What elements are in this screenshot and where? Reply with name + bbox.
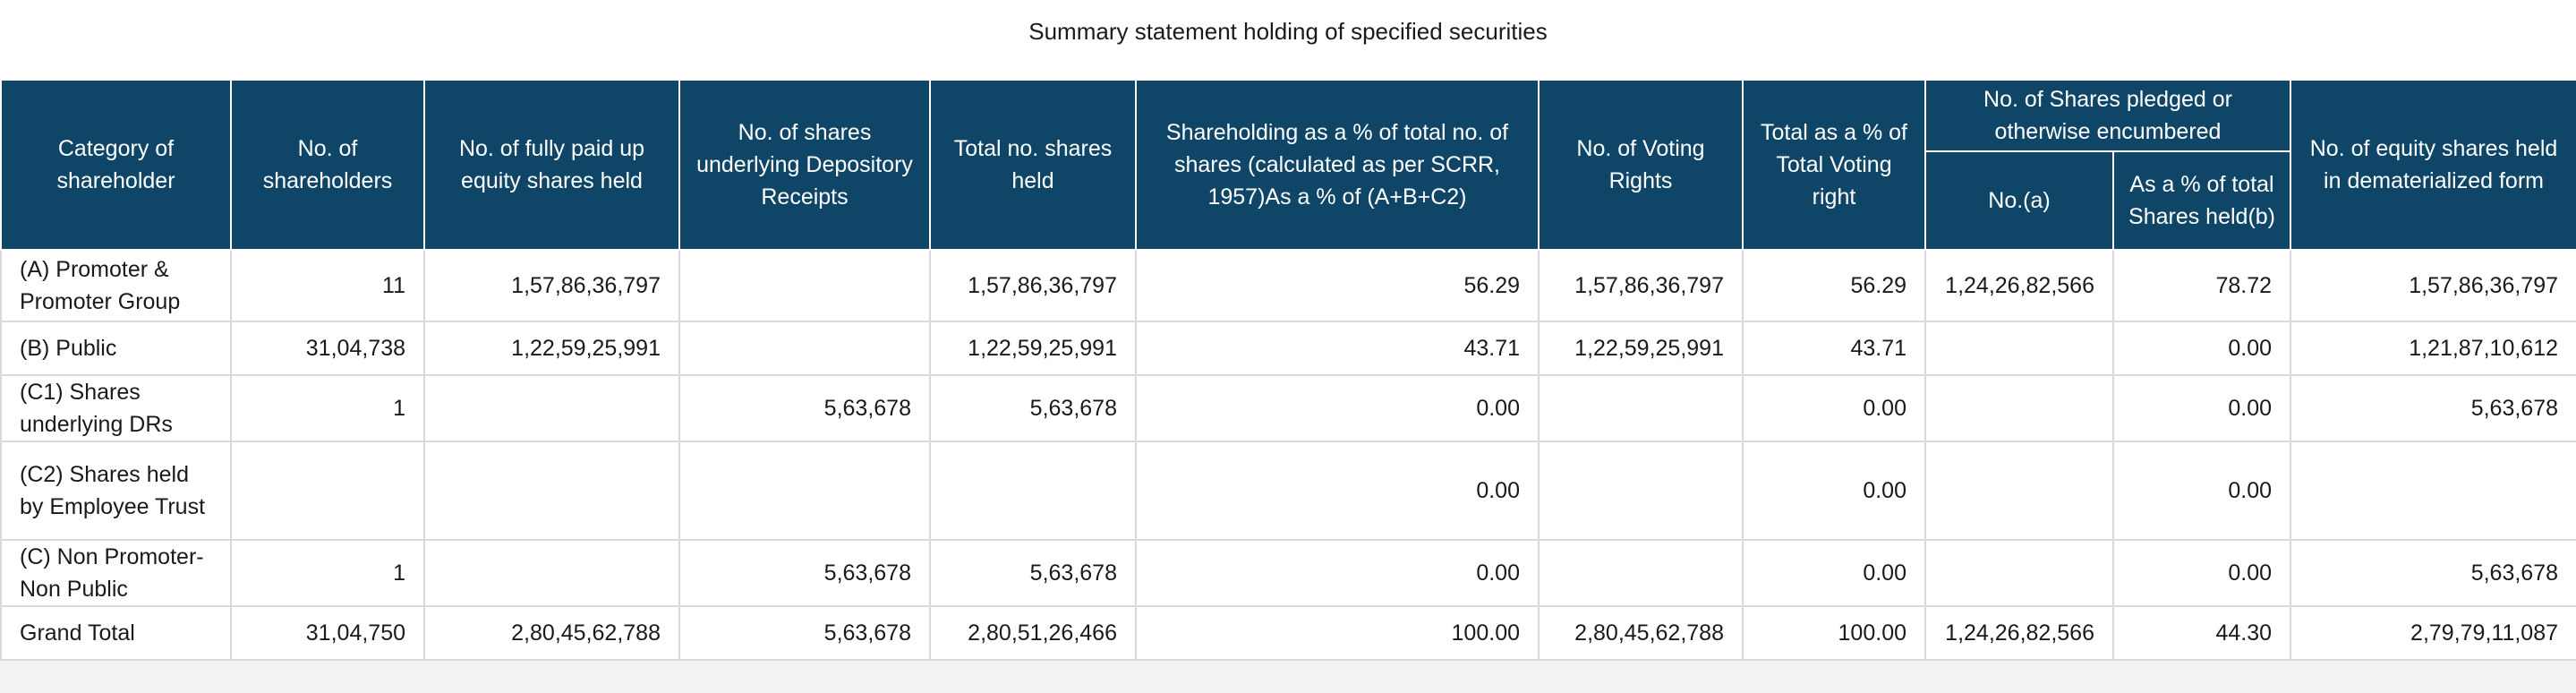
header-category: Category of shareholder [0,79,232,251]
shareholding-table: Category of shareholder No. of sharehold… [0,79,2576,661]
header-voting-rights: No. of Voting Rights [1538,79,1744,251]
cell-fully-paid: 1,57,86,36,797 [423,249,680,322]
table-row: (C) Non Promoter-Non Public 1 5,63,678 5… [0,539,2576,607]
table-header: Category of shareholder No. of sharehold… [0,79,2576,251]
cell-voting-rights: 2,80,45,62,788 [1538,605,1744,661]
cell-depository [678,321,931,376]
cell-pledged-no [1924,321,2114,376]
cell-demat: 5,63,678 [2290,539,2576,607]
cell-pledged-pct: 0.00 [2111,441,2292,541]
cell-num-shareholders: 1 [230,374,425,442]
cell-category: (C2) Shares held by Employee Trust [0,441,232,541]
header-depository: No. of shares underlying Depository Rece… [678,79,931,251]
cell-shareholding-pct: 43.71 [1135,321,1540,376]
cell-category: Grand Total [0,605,232,661]
cell-pledged-no: 1,24,26,82,566 [1924,249,2114,322]
cell-pledged-pct: 44.30 [2111,605,2292,661]
cell-fully-paid [423,441,680,541]
header-pledged-no: No.(a) [1924,150,2114,251]
table-row: (B) Public 31,04,738 1,22,59,25,991 1,22… [0,321,2576,376]
header-pledged-group: No. of Shares pledged or otherwise encum… [1923,79,2292,152]
cell-pledged-pct: 0.00 [2111,539,2292,607]
cell-total-shares: 1,22,59,25,991 [929,321,1137,376]
cell-shareholding-pct: 0.00 [1135,441,1540,541]
cell-depository [678,249,931,322]
cell-voting-rights [1538,539,1744,607]
header-total-shares: Total no. shares held [929,79,1137,251]
table-row: (C1) Shares underlying DRs 1 5,63,678 5,… [0,374,2576,442]
header-num-shareholders: No. of shareholders [230,79,425,251]
cell-pledged-pct: 0.00 [2111,374,2292,442]
page-title: Summary statement holding of specified s… [1028,17,1548,45]
cell-voting-rights [1538,374,1744,442]
cell-total-shares: 5,63,678 [929,374,1137,442]
header-fully-paid: No. of fully paid up equity shares held [423,79,680,251]
cell-total-voting-pct: 56.29 [1742,249,1926,322]
cell-category: (A) Promoter & Promoter Group [0,249,232,322]
table-body: (A) Promoter & Promoter Group 11 1,57,86… [0,249,2576,661]
cell-pledged-pct: 0.00 [2111,321,2292,376]
cell-depository: 5,63,678 [678,539,931,607]
cell-category: (C1) Shares underlying DRs [0,374,232,442]
cell-total-shares [929,441,1137,541]
cell-demat [2290,441,2576,541]
cell-demat: 2,79,79,11,087 [2290,605,2576,661]
cell-num-shareholders: 1 [230,539,425,607]
cell-demat: 1,57,86,36,797 [2290,249,2576,322]
cell-depository: 5,63,678 [678,374,931,442]
table-row: (C2) Shares held by Employee Trust 0.00 … [0,441,2576,541]
cell-category: (B) Public [0,321,232,376]
header-total-voting-pct: Total as a % of Total Voting right [1742,79,1926,251]
cell-shareholding-pct: 0.00 [1135,539,1540,607]
cell-category: (C) Non Promoter-Non Public [0,539,232,607]
cell-voting-rights: 1,22,59,25,991 [1538,321,1744,376]
cell-num-shareholders [230,441,425,541]
cell-total-voting-pct: 43.71 [1742,321,1926,376]
cell-demat: 5,63,678 [2290,374,2576,442]
cell-shareholding-pct: 0.00 [1135,374,1540,442]
cell-total-voting-pct: 100.00 [1742,605,1926,661]
cell-fully-paid: 1,22,59,25,991 [423,321,680,376]
cell-pledged-no [1924,539,2114,607]
shareholding-table-container: Category of shareholder No. of sharehold… [0,79,2576,661]
cell-pledged-no: 1,24,26,82,566 [1924,605,2114,661]
header-demat: No. of equity shares held in demateriali… [2290,79,2576,251]
header-pledged-pct: As a % of total Shares held(b) [2111,150,2292,251]
cell-total-shares: 1,57,86,36,797 [929,249,1137,322]
cell-total-shares: 5,63,678 [929,539,1137,607]
cell-total-voting-pct: 0.00 [1742,539,1926,607]
header-shareholding-pct: Shareholding as a % of total no. of shar… [1135,79,1540,251]
cell-pledged-pct: 78.72 [2111,249,2292,322]
cell-voting-rights: 1,57,86,36,797 [1538,249,1744,322]
cell-pledged-no [1924,441,2114,541]
cell-total-voting-pct: 0.00 [1742,441,1926,541]
cell-fully-paid [423,374,680,442]
cell-total-voting-pct: 0.00 [1742,374,1926,442]
table-row: Grand Total 31,04,750 2,80,45,62,788 5,6… [0,605,2576,661]
cell-fully-paid [423,539,680,607]
page-footer-band [0,661,2576,693]
table-row: (A) Promoter & Promoter Group 11 1,57,86… [0,249,2576,322]
cell-fully-paid: 2,80,45,62,788 [423,605,680,661]
cell-depository: 5,63,678 [678,605,931,661]
cell-demat: 1,21,87,10,612 [2290,321,2576,376]
cell-voting-rights [1538,441,1744,541]
cell-num-shareholders: 31,04,750 [230,605,425,661]
cell-num-shareholders: 11 [230,249,425,322]
cell-pledged-no [1924,374,2114,442]
cell-num-shareholders: 31,04,738 [230,321,425,376]
cell-shareholding-pct: 56.29 [1135,249,1540,322]
cell-depository [678,441,931,541]
cell-total-shares: 2,80,51,26,466 [929,605,1137,661]
cell-shareholding-pct: 100.00 [1135,605,1540,661]
